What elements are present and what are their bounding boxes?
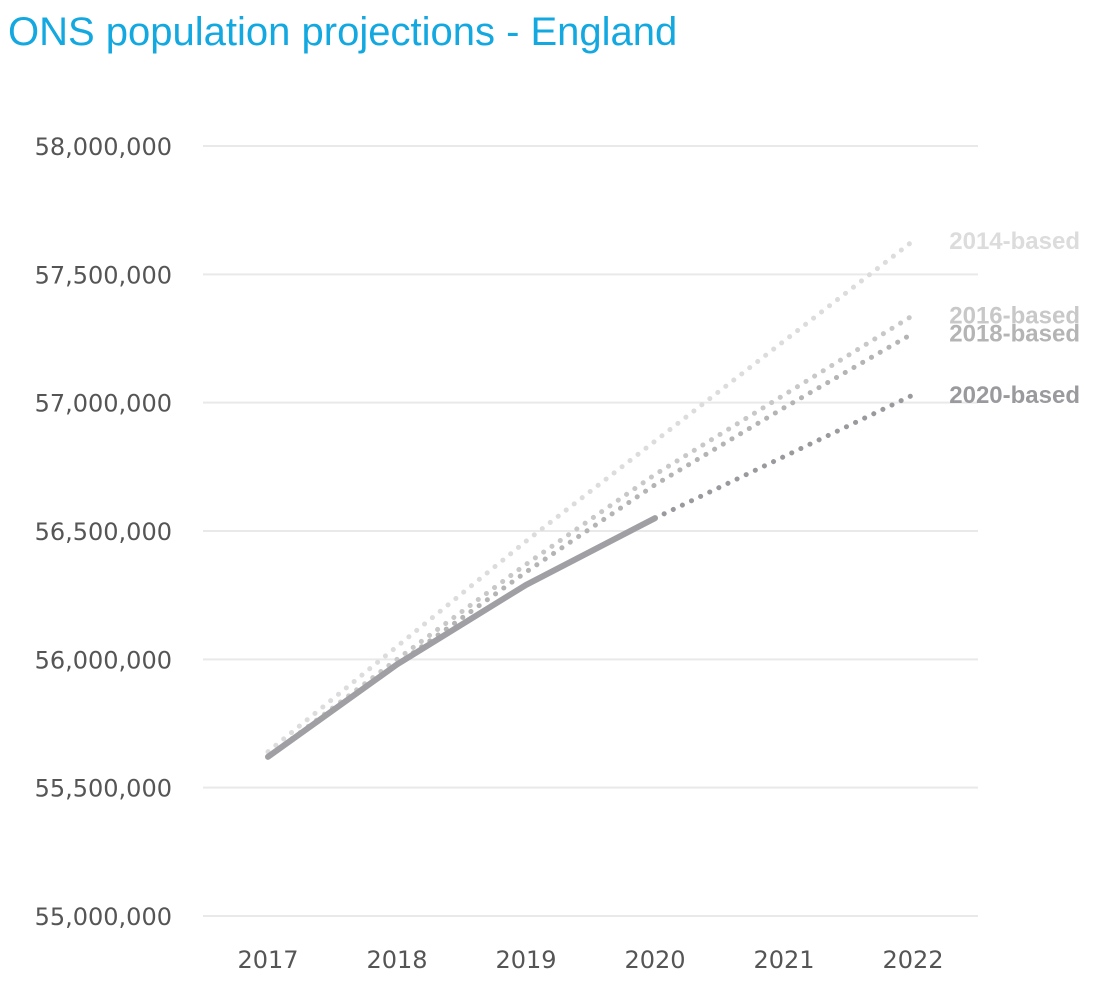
- x-tick-label: 2019: [495, 946, 556, 974]
- series-lines: [265, 238, 916, 760]
- gridlines: [203, 145, 978, 917]
- x-axis-tick-labels: 2017 2018 2019 2020 2021 2022: [237, 946, 943, 974]
- y-tick-label: 57,500,000: [35, 261, 172, 289]
- x-tick-label: 2021: [753, 946, 814, 974]
- y-tick-label: 55,000,000: [35, 903, 172, 931]
- y-tick-label: 57,000,000: [35, 390, 172, 418]
- series-label-2014-based: 2014-based: [949, 228, 1080, 255]
- series-label-2020-based: 2020-based: [949, 382, 1080, 409]
- y-tick-label: 56,000,000: [35, 646, 172, 674]
- x-tick-label: 2017: [237, 946, 298, 974]
- x-tick-label: 2022: [882, 946, 943, 974]
- y-axis-tick-labels: 55,000,000 55,500,000 56,000,000 56,500,000…: [35, 133, 172, 931]
- x-tick-label: 2020: [624, 946, 685, 974]
- series-line-2018-based: [394, 330, 916, 667]
- x-tick-label: 2018: [366, 946, 427, 974]
- series-line-2014-based: [265, 238, 916, 755]
- series-line-2020-based: [652, 392, 916, 521]
- actual-line: [265, 515, 658, 760]
- y-tick-label: 55,500,000: [35, 775, 172, 803]
- series-line-2016-based: [265, 312, 916, 760]
- series-label-2018-based: 2018-based: [949, 320, 1080, 347]
- y-tick-label: 56,500,000: [35, 518, 172, 546]
- y-tick-label: 58,000,000: [35, 133, 172, 161]
- chart-title: ONS population projections - England: [8, 10, 678, 54]
- series-label-2016-based: 2016-based: [949, 302, 1080, 329]
